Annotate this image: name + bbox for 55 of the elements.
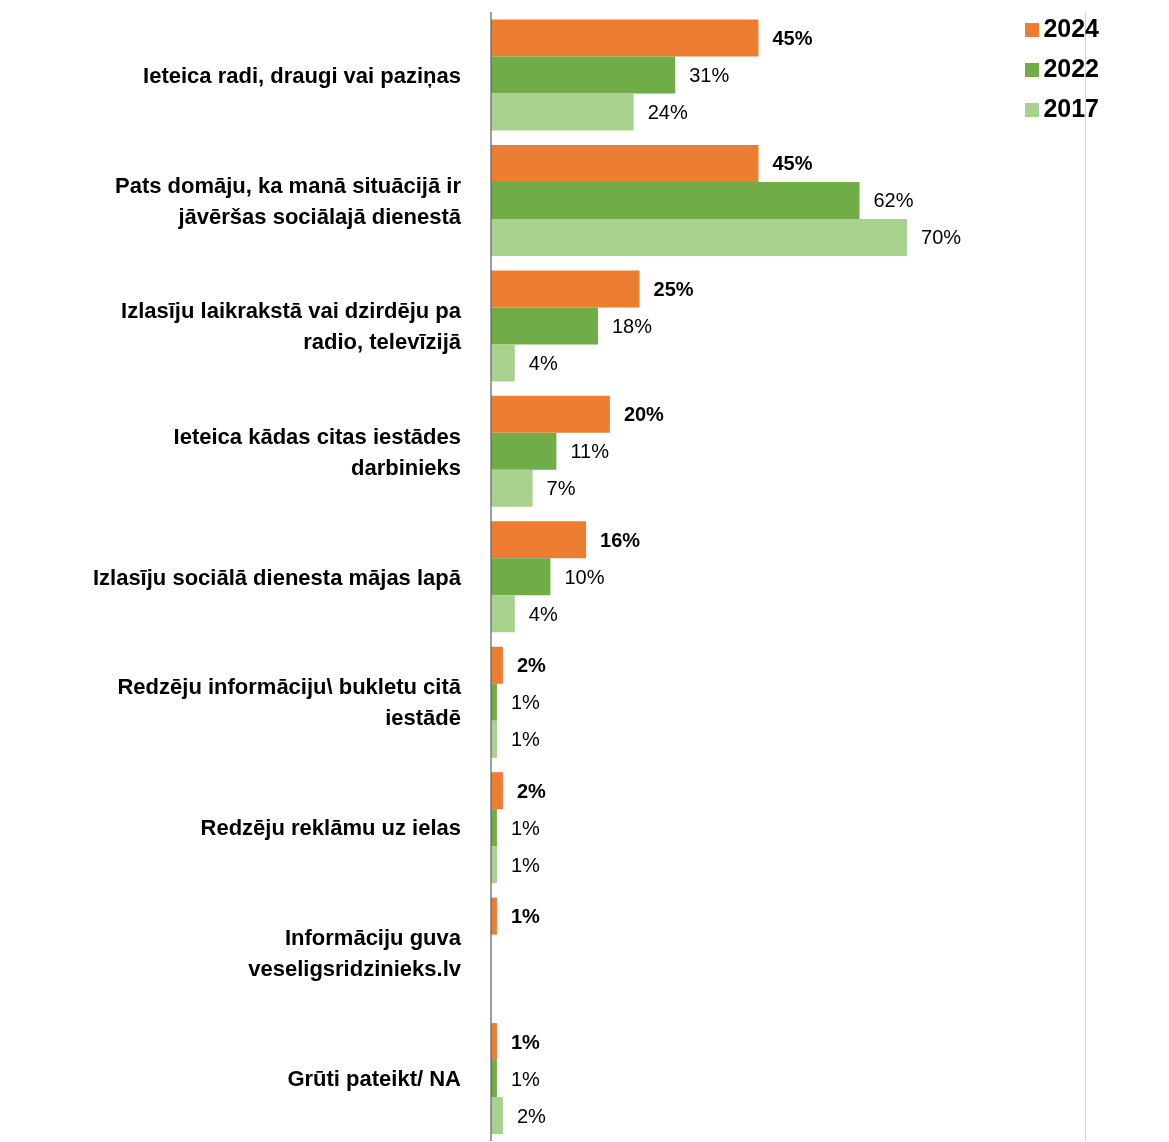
y-tick-label: Informāciju guva veseligsridzinieks.lv [248, 924, 462, 981]
y-tick-label: Pats domāju, ka manā situācijā ir jāvēršas sociālajā dienestā [114, 172, 462, 229]
bar [491, 181, 860, 219]
data-label: 1% [510, 905, 541, 928]
data-label: 1% [510, 728, 541, 751]
data-label: 11% [570, 440, 610, 463]
bar [491, 270, 640, 308]
legend-label: 2024 [1043, 14, 1099, 42]
y-tick-label: Izlasīju sociālā dienesta mājas lapā [92, 564, 462, 589]
bar [491, 56, 676, 94]
legend-label: 2022 [1043, 54, 1099, 82]
data-label: 4% [528, 602, 558, 625]
data-label: 7% [546, 477, 576, 500]
bar [491, 218, 908, 256]
bar [491, 344, 515, 382]
bar [491, 772, 503, 810]
y-tick-label: Grūti pateikt/ NA [287, 1065, 462, 1091]
data-label: 1% [510, 691, 541, 714]
bar [491, 19, 759, 57]
data-label: 2% [516, 1104, 547, 1127]
data-label: 2% [516, 779, 547, 802]
data-label: 1% [510, 1030, 541, 1053]
data-label: 4% [528, 351, 558, 374]
bar [491, 595, 515, 633]
data-label: 45% [772, 152, 813, 175]
bar [491, 93, 634, 131]
bar [491, 307, 598, 345]
bar [491, 144, 759, 182]
data-label: 18% [611, 314, 653, 337]
data-label: 1% [510, 1067, 541, 1090]
y-tick-label: Ieteica kādas citas iestādes darbinieks [173, 423, 461, 480]
bar [491, 469, 533, 507]
data-label: 70% [921, 226, 962, 249]
legend-label: 2017 [1043, 94, 1099, 122]
data-label: 62% [873, 189, 914, 212]
data-label: 20% [623, 403, 665, 426]
data-label: 1% [510, 853, 541, 876]
data-label: 1% [510, 816, 541, 839]
data-label: 2% [516, 654, 547, 677]
bar [491, 521, 587, 559]
data-label: 16% [600, 528, 641, 551]
bar [491, 1097, 503, 1135]
y-tick-label: Izlasīju laikrakstā vai dzirdēju pa radio, televīzijā [121, 297, 462, 354]
data-label: 24% [647, 101, 688, 124]
y-tick-label: Redzēju reklāmu uz ielas [200, 814, 461, 840]
y-tick-label: Ieteica radi, draugi vai paziņas [143, 62, 461, 88]
bar [491, 395, 610, 433]
bar [491, 432, 557, 470]
data-label: 31% [689, 64, 730, 87]
data-label: 25% [653, 277, 694, 300]
bar [491, 558, 551, 596]
data-label: 10% [564, 565, 605, 588]
bar [491, 646, 503, 684]
y-tick-label: Redzēju informāciju\ bukletu citā iestādē [117, 673, 462, 730]
data-label: 45% [772, 27, 813, 50]
